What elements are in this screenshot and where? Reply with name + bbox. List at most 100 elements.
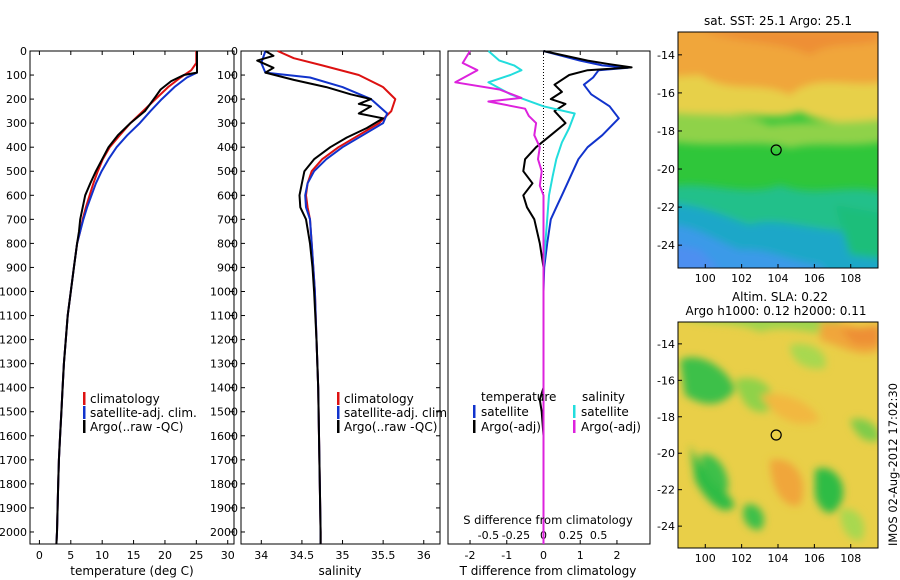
depth-tick-label: 700 — [6, 213, 27, 226]
depth-tick-label: 100 — [6, 69, 27, 82]
depth-tick-label: 1100 — [0, 310, 27, 323]
depth-tick-label: 800 — [217, 237, 238, 250]
lat-tick-label: -18 — [657, 411, 675, 424]
lat-tick-label: -24 — [657, 520, 675, 533]
lat-tick-label: -20 — [657, 447, 675, 460]
series-line-salinity-argo-adj- — [454, 50, 545, 544]
depth-tick-label: 200 — [6, 93, 27, 106]
legend-s-satellite-label: satellite — [581, 405, 629, 419]
s-tick-label: -0.5 — [478, 529, 499, 542]
sst-map-panel: sat. SST: 25.1 Argo: 25.1 100 102 104 106 10… — [657, 14, 879, 285]
x-tick-label: 5 — [67, 549, 74, 562]
salinity-axis-label: salinity — [318, 564, 361, 578]
lat-tick-label: -22 — [657, 484, 675, 497]
depth-tick-label: 800 — [6, 237, 27, 250]
difference-axis-ticks: -2 -1 0 1 2-0.5 -0.25 0 0.25 0.5 — [465, 51, 620, 562]
series-line-argo-raw-qc- — [55, 51, 198, 545]
legend-climatology-label: climatology — [344, 392, 414, 406]
x-tick-label: -1 — [501, 549, 512, 562]
temperature-axis-ticks: 0 5 10 15 20 25 30 — [36, 51, 235, 562]
depth-tick-label: 400 — [6, 141, 27, 154]
sla-map-argo-heights: Argo h1000: 0.12 h2000: 0.11 — [686, 304, 867, 318]
depth-tick-label: 100 — [217, 69, 238, 82]
legend-salinity-heading: salinity — [582, 390, 625, 404]
lat-tick-label: -22 — [657, 201, 675, 214]
depth-tick-label: 1600 — [210, 430, 238, 443]
depth-tick-label: 2000 — [210, 526, 238, 539]
lon-tick-label: 106 — [804, 552, 825, 565]
x-tick-label: 35 — [336, 549, 350, 562]
depth-tick-label: 400 — [217, 141, 238, 154]
depth-tick-label: 300 — [217, 117, 238, 130]
lat-tick-label: -16 — [657, 374, 675, 387]
depth-tick-label: 1000 — [210, 285, 238, 298]
x-tick-label: 35.5 — [371, 549, 396, 562]
lon-tick-label: 102 — [731, 272, 752, 285]
legend-t-argo-swatch — [473, 420, 476, 433]
depth-tick-label: 1300 — [0, 358, 27, 371]
depth-tick-label: 600 — [6, 189, 27, 202]
lon-tick-label: 104 — [768, 552, 789, 565]
legend-satellite-swatch — [337, 406, 340, 419]
depth-tick-label: 1700 — [210, 454, 238, 467]
sla-colour-field — [678, 322, 878, 548]
temperature-difference-axis-label: T difference from climatology — [459, 564, 637, 578]
lon-tick-label: 108 — [840, 552, 861, 565]
series-line-argo-raw-qc- — [256, 50, 385, 544]
lat-tick-label: -16 — [657, 87, 675, 100]
temperature-plot-frame — [29, 50, 235, 545]
x-tick-label: 30 — [221, 549, 235, 562]
depth-tick-label: 700 — [217, 213, 238, 226]
depth-tick-label: 1900 — [210, 502, 238, 515]
sst-map-axis-ticks: 100 102 104 106 108 -14 -16 -18 -20 -22 -24 — [657, 49, 861, 285]
depth-tick-label: 600 — [217, 189, 238, 202]
depth-tick-label: 2000 — [0, 526, 27, 539]
legend-t-satellite-swatch — [473, 405, 476, 418]
legend-argo-label: Argo(..raw -QC) — [90, 420, 183, 434]
depth-tick-label: 500 — [217, 165, 238, 178]
lat-tick-label: -20 — [657, 163, 675, 176]
x-tick-label: 1 — [577, 549, 584, 562]
salinity-series — [256, 50, 397, 544]
x-tick-label: 10 — [95, 549, 109, 562]
depth-tick-label: 1100 — [210, 310, 238, 323]
series-line-salinity-satellite — [487, 50, 576, 544]
x-tick-label: 15 — [127, 549, 141, 562]
depth-tick-label: 1200 — [0, 334, 27, 347]
x-tick-label: 0 — [36, 549, 43, 562]
salinity-difference-axis-label: S difference from climatology — [463, 513, 633, 527]
depth-tick-label: 500 — [6, 165, 27, 178]
x-tick-label: -2 — [465, 549, 476, 562]
x-tick-label: 20 — [158, 549, 172, 562]
depth-tick-label: 1400 — [0, 382, 27, 395]
s-tick-label: 0.5 — [590, 529, 608, 542]
argo-float-location-marker — [770, 429, 782, 441]
legend-satellite-swatch — [83, 406, 86, 419]
sst-map-title: sat. SST: 25.1 Argo: 25.1 — [704, 14, 852, 28]
s-tick-label: 0.25 — [559, 529, 584, 542]
salinity-axis-ticks: 34 34.5 35 35.5 36 — [254, 51, 431, 562]
s-tick-label: -0.25 — [502, 529, 530, 542]
temperature-axis-label: temperature (deg C) — [70, 564, 193, 578]
legend-s-argo-swatch — [573, 420, 576, 433]
depth-tick-label: 1900 — [0, 502, 27, 515]
sla-map-panel: Altim. SLA: 0.22 Argo h1000: 0.12 h2000:… — [657, 290, 879, 565]
temperature-profile-panel: 0100200300400500600700800900100011001200… — [0, 45, 235, 578]
sla-map-axis-ticks: 100 102 104 106 108 -14 -16 -18 -20 -22 -24 — [657, 338, 861, 565]
depth-tick-label: 0 — [20, 45, 27, 58]
depth-tick-label: 1600 — [0, 430, 27, 443]
salinity-legend: climatology satellite-adj. clim Argo(..r… — [337, 392, 447, 434]
legend-climatology-label: climatology — [90, 392, 160, 406]
x-tick-label: 36 — [417, 549, 431, 562]
legend-s-argo-label: Argo(-adj) — [581, 420, 641, 434]
lat-tick-label: -14 — [657, 49, 675, 62]
legend-argo-label: Argo(..raw -QC) — [344, 420, 437, 434]
lon-tick-label: 100 — [695, 552, 716, 565]
depth-axis-ticks: 0 100 200 300 400 500 600 700 800 900 1000 1100 1200… — [0, 45, 234, 539]
temperature-legend: climatology satellite-adj. clim. Argo(..… — [83, 392, 197, 434]
legend-t-argo-label: Argo(-adj) — [481, 420, 541, 434]
legend-climatology-swatch — [337, 392, 340, 405]
depth-tick-label: 1800 — [0, 478, 27, 491]
lat-tick-label: -18 — [657, 125, 675, 138]
depth-tick-label: 1200 — [210, 334, 238, 347]
